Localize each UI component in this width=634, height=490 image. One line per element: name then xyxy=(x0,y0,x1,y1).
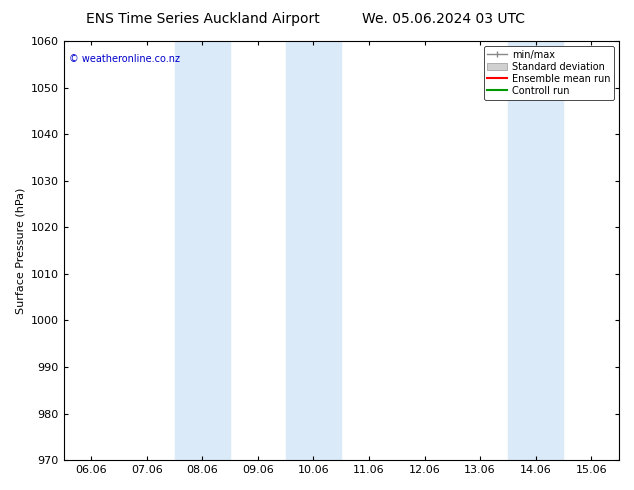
Bar xyxy=(619,41,634,460)
Bar xyxy=(508,41,564,460)
Bar xyxy=(286,41,341,460)
Bar xyxy=(174,41,230,460)
Text: ENS Time Series Auckland Airport: ENS Time Series Auckland Airport xyxy=(86,12,320,26)
Text: © weatheronline.co.nz: © weatheronline.co.nz xyxy=(69,53,180,64)
Y-axis label: Surface Pressure (hPa): Surface Pressure (hPa) xyxy=(15,187,25,314)
Legend: min/max, Standard deviation, Ensemble mean run, Controll run: min/max, Standard deviation, Ensemble me… xyxy=(484,46,614,99)
Text: We. 05.06.2024 03 UTC: We. 05.06.2024 03 UTC xyxy=(362,12,526,26)
